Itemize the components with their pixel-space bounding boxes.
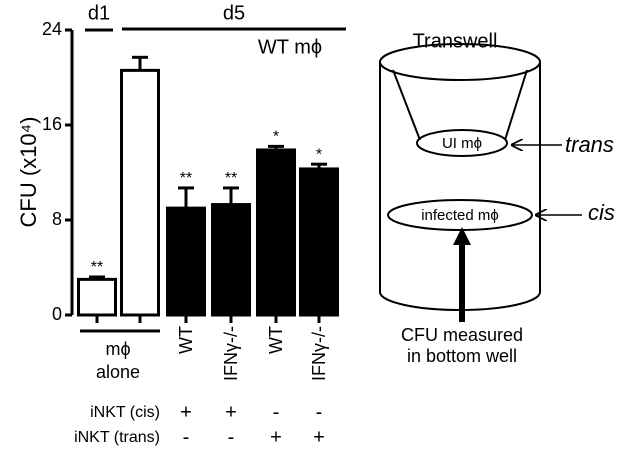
insert-side bbox=[504, 69, 528, 141]
label: trans bbox=[565, 132, 614, 157]
condition-sign: - bbox=[228, 426, 235, 448]
y-tick-label: 8 bbox=[52, 209, 62, 229]
significance: ** bbox=[91, 259, 103, 276]
condition-sign: + bbox=[180, 401, 192, 423]
x-tick-label: WT bbox=[266, 326, 286, 354]
significance: * bbox=[273, 129, 279, 146]
insert-side bbox=[392, 69, 421, 141]
top-label: d1 bbox=[88, 2, 110, 24]
condition-sign: + bbox=[313, 426, 325, 448]
transwell-diagram bbox=[379, 43, 582, 322]
label: cis bbox=[588, 200, 615, 225]
condition-label: iNKT (trans) bbox=[74, 429, 160, 446]
bar bbox=[211, 203, 251, 317]
condition-sign: + bbox=[270, 426, 282, 448]
top-label: d5 bbox=[223, 2, 245, 24]
condition-sign: - bbox=[183, 426, 190, 448]
significance: ** bbox=[225, 170, 237, 187]
bar bbox=[166, 206, 206, 317]
x-tick-label: IFNγ-/- bbox=[309, 326, 329, 381]
x-tick-label: WT bbox=[176, 326, 196, 354]
y-tick-label: 16 bbox=[42, 114, 62, 134]
condition-sign: - bbox=[273, 401, 280, 423]
y-tick-label: 0 bbox=[52, 304, 62, 324]
bar bbox=[77, 277, 117, 317]
diagram-title: Transwell bbox=[413, 30, 498, 52]
insert-bottom bbox=[416, 129, 508, 157]
y-axis-label: CFU (x10⁴) bbox=[16, 117, 41, 228]
significance: ** bbox=[180, 170, 192, 187]
label: CFU measured bbox=[401, 325, 523, 345]
significance: * bbox=[316, 146, 322, 163]
x-tick-label: IFNγ-/- bbox=[221, 326, 241, 381]
label: UI mϕ bbox=[442, 135, 482, 152]
bar bbox=[256, 148, 296, 317]
label: in bottom well bbox=[407, 346, 517, 366]
y-tick-label: 24 bbox=[42, 19, 62, 39]
condition-sign: - bbox=[316, 401, 323, 423]
label: infected mϕ bbox=[421, 207, 499, 224]
group-label: alone bbox=[96, 362, 140, 382]
condition-sign: + bbox=[225, 401, 237, 423]
group-label: mϕ bbox=[105, 339, 130, 359]
condition-label: iNKT (cis) bbox=[90, 404, 160, 421]
bar bbox=[120, 68, 160, 317]
top-label: WT mϕ bbox=[258, 36, 322, 58]
bar bbox=[299, 167, 339, 317]
